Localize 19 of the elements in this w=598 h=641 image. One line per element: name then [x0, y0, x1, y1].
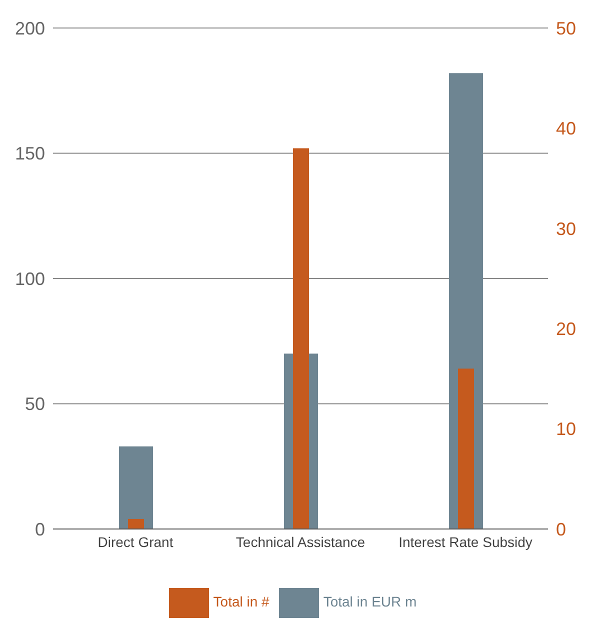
y-tick-label: 100: [14, 268, 45, 289]
y2-tick-label: 50: [556, 18, 576, 38]
x-tick-label: Technical Assistance: [236, 534, 366, 550]
bar: [458, 368, 474, 529]
y2-tick-label: 10: [556, 419, 576, 440]
bar: [128, 518, 144, 529]
y-tick-label: 150: [14, 144, 45, 164]
y-tick-label: 0: [34, 519, 45, 540]
y2-tick-label: 20: [556, 318, 576, 339]
x-tick-label: Interest Rate Subsidy: [398, 534, 532, 550]
x-tick-label: Direct Grant: [98, 534, 174, 550]
bar: [119, 446, 153, 529]
y-tick-label: 50: [24, 394, 45, 414]
y-tick-label: 200: [14, 18, 45, 38]
legend-label: Total in EUR m: [323, 594, 417, 610]
y2-tick-label: 40: [556, 118, 576, 139]
y2-tick-label: 30: [556, 218, 576, 239]
legend-label: Total in #: [213, 594, 270, 610]
y2-tick-label: 0: [556, 519, 566, 540]
